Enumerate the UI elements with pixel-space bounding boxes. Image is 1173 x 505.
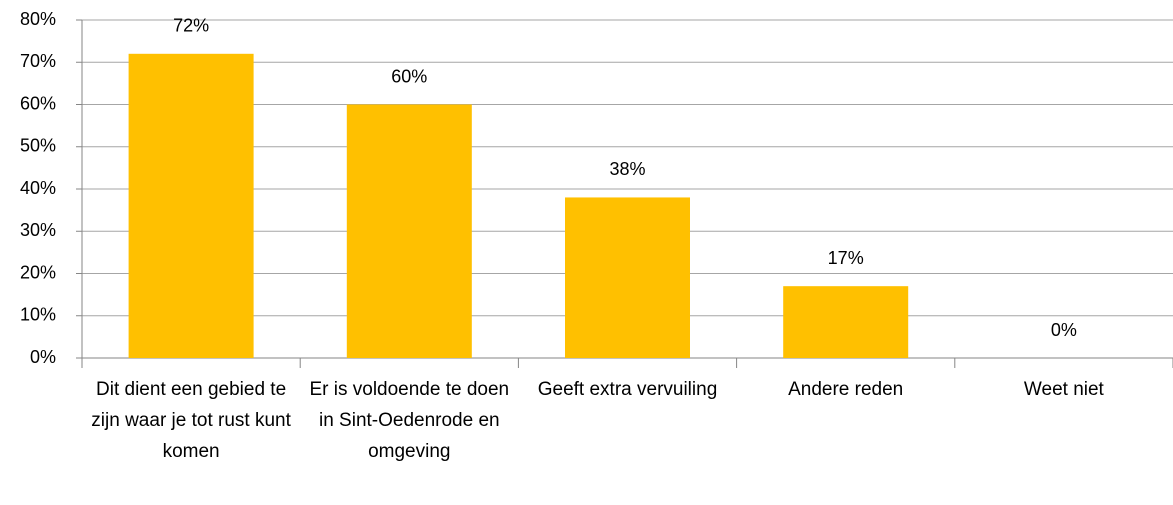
y-tick-label: 50% bbox=[20, 136, 56, 156]
x-tick-label: Weet niet bbox=[1023, 379, 1104, 400]
data-label: 38% bbox=[609, 159, 645, 179]
bar bbox=[128, 53, 254, 359]
x-tick-label: Dit dient een gebied te zijn waar je tot… bbox=[91, 379, 291, 462]
y-tick-label: 60% bbox=[20, 93, 56, 113]
y-tick-label: 20% bbox=[20, 262, 56, 282]
data-label: 72% bbox=[173, 16, 209, 36]
y-tick-label: 80% bbox=[20, 9, 56, 29]
data-label: 0% bbox=[1051, 320, 1077, 340]
data-label: 60% bbox=[391, 66, 427, 86]
x-tick-label: Er is voldoende te doen in Sint-Oedenrod… bbox=[309, 379, 510, 462]
y-tick-label: 70% bbox=[20, 51, 56, 71]
bar bbox=[346, 104, 472, 358]
bar bbox=[565, 197, 690, 358]
y-tick-label: 0% bbox=[30, 347, 56, 367]
bar bbox=[783, 286, 909, 358]
x-tick-label: Geeft extra vervuiling bbox=[537, 379, 718, 400]
y-tick-label: 40% bbox=[20, 178, 56, 198]
y-tick-label: 10% bbox=[20, 305, 56, 325]
x-tick-label: Andere reden bbox=[788, 379, 904, 400]
y-tick-label: 30% bbox=[20, 220, 56, 240]
data-label: 17% bbox=[828, 248, 864, 268]
